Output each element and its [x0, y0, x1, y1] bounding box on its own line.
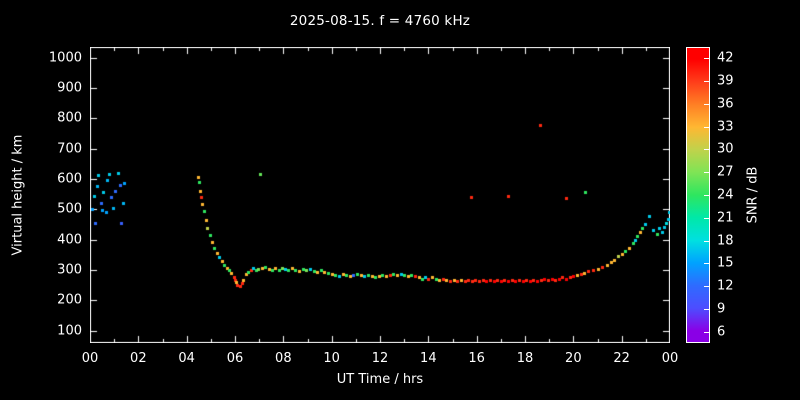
colorbar-tick-mark: [704, 103, 709, 105]
colorbar-tick-mark: [704, 240, 709, 242]
colorbar-tick-label: 24: [717, 187, 734, 203]
x-axis-label: UT Time / hrs: [336, 372, 424, 387]
colorbar-tick-label: 12: [717, 278, 734, 294]
colorbar-tick-mark: [704, 58, 709, 60]
colorbar-tick-label: 15: [717, 255, 734, 271]
colorbar-tick-label: 36: [717, 96, 734, 112]
y-tick-label: 200: [57, 292, 82, 308]
colorbar-tick-label: 9: [717, 301, 726, 317]
x-tick-label: 22: [613, 351, 630, 366]
x-tick-label: 16: [468, 351, 485, 366]
y-tick-label: 800: [57, 110, 82, 126]
chart-title: 2025-08-15. f = 4760 kHz: [289, 13, 471, 29]
colorbar-tick-mark: [704, 81, 709, 83]
colorbar-tick-mark: [704, 172, 709, 174]
colorbar-tick-label: 18: [717, 233, 734, 249]
y-tick-label: 600: [57, 171, 82, 187]
colorbar-tick-mark: [704, 263, 709, 265]
y-tick-label: 1000: [48, 50, 82, 66]
x-tick-label: 18: [516, 351, 534, 366]
colorbar-tick-mark: [704, 126, 709, 128]
y-tick-label: 500: [57, 201, 82, 217]
y-tick-label: 300: [57, 262, 82, 278]
x-tick-label: 08: [275, 351, 292, 366]
colorbar-tick-label: 39: [717, 73, 734, 89]
scatter-plot-canvas: [90, 47, 670, 343]
x-tick-label: 10: [323, 351, 340, 366]
x-tick-label: 06: [226, 351, 244, 366]
x-tick-label: 12: [371, 351, 389, 366]
colorbar-tick-mark: [704, 195, 709, 196]
colorbar-tick-label: 42: [717, 50, 734, 66]
colorbar-tick-mark: [704, 331, 709, 333]
colorbar-tick-mark: [704, 308, 709, 310]
colorbar-tick-label: 21: [717, 210, 734, 226]
colorbar-tick-mark: [704, 149, 709, 151]
x-tick-label: 20: [565, 351, 582, 366]
colorbar-tick-label: 33: [717, 119, 734, 135]
colorbar-tick-mark: [704, 286, 709, 288]
colorbar-tick-label: 6: [717, 324, 726, 340]
colorbar-tick-mark: [704, 217, 709, 219]
colorbar-tick-label: 27: [717, 164, 734, 180]
x-tick-label: 00: [81, 351, 99, 366]
y-tick-label: 100: [57, 323, 82, 339]
y-tick-label: 900: [57, 80, 82, 96]
y-tick-label: 700: [57, 141, 82, 157]
x-tick-label: 00: [661, 351, 679, 366]
x-tick-label: 02: [130, 351, 147, 366]
x-tick-label: 04: [178, 351, 195, 366]
x-tick-label: 14: [420, 351, 437, 366]
colorbar-label: SNR / dB: [745, 166, 761, 224]
colorbar-tick-label: 30: [717, 141, 734, 157]
y-tick-label: 400: [57, 232, 82, 248]
